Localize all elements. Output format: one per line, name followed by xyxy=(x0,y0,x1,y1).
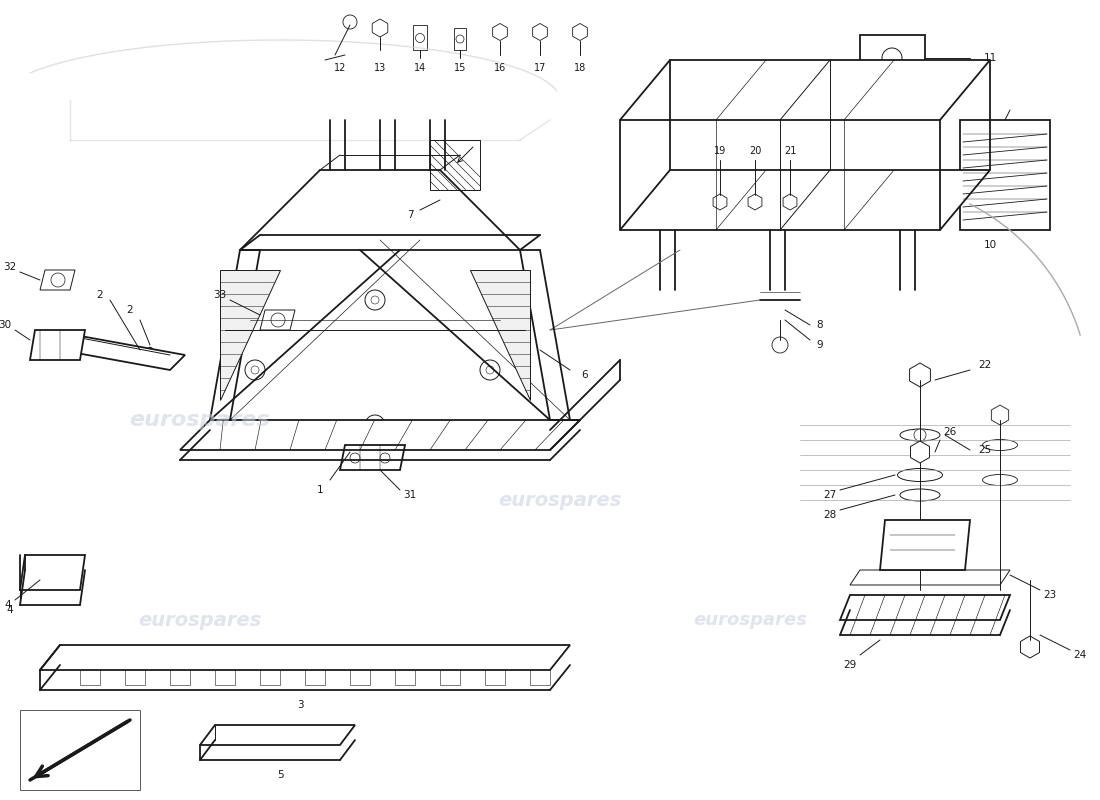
Bar xyxy=(20,710,140,790)
Text: 2: 2 xyxy=(126,305,133,315)
Bar xyxy=(440,650,460,685)
Text: 29: 29 xyxy=(844,660,857,670)
Text: 26: 26 xyxy=(944,427,957,437)
Text: eurospares: eurospares xyxy=(693,611,807,629)
Polygon shape xyxy=(880,520,970,570)
Circle shape xyxy=(914,429,926,441)
Ellipse shape xyxy=(982,474,1018,486)
Text: 18: 18 xyxy=(574,63,586,73)
Polygon shape xyxy=(30,330,85,360)
Text: 25: 25 xyxy=(978,445,991,455)
Text: 28: 28 xyxy=(824,510,837,520)
Text: 3: 3 xyxy=(297,700,304,710)
Text: eurospares: eurospares xyxy=(498,490,622,510)
Text: 4: 4 xyxy=(7,605,13,615)
Text: 19: 19 xyxy=(714,146,726,156)
Text: 14: 14 xyxy=(414,63,426,73)
Polygon shape xyxy=(620,60,990,120)
Text: eurospares: eurospares xyxy=(130,410,271,430)
Ellipse shape xyxy=(900,489,940,501)
Bar xyxy=(530,650,550,685)
Bar xyxy=(350,650,370,685)
Bar xyxy=(125,650,145,685)
Bar xyxy=(960,120,1050,230)
Ellipse shape xyxy=(982,439,1018,450)
Text: 4: 4 xyxy=(4,600,11,610)
Text: 15: 15 xyxy=(454,63,466,73)
Text: 13: 13 xyxy=(374,63,386,73)
Text: 2: 2 xyxy=(97,290,103,300)
Polygon shape xyxy=(40,645,570,670)
Polygon shape xyxy=(470,270,530,400)
Circle shape xyxy=(122,347,128,353)
Text: 27: 27 xyxy=(824,490,837,500)
Text: 6: 6 xyxy=(582,370,588,380)
Circle shape xyxy=(72,347,78,353)
Text: 22: 22 xyxy=(978,360,991,370)
Text: 33: 33 xyxy=(213,290,227,300)
Circle shape xyxy=(97,347,103,353)
Bar xyxy=(395,650,415,685)
Polygon shape xyxy=(911,441,930,463)
Bar xyxy=(860,35,925,80)
Polygon shape xyxy=(220,270,280,400)
Text: 31: 31 xyxy=(404,490,417,500)
Text: 11: 11 xyxy=(983,53,997,63)
Text: 30: 30 xyxy=(0,320,12,330)
Bar xyxy=(214,650,235,685)
Text: eurospares: eurospares xyxy=(139,610,262,630)
Bar xyxy=(305,650,324,685)
Bar xyxy=(485,650,505,685)
Text: 32: 32 xyxy=(3,262,16,272)
Polygon shape xyxy=(180,420,580,450)
Text: 23: 23 xyxy=(1044,590,1057,600)
Ellipse shape xyxy=(900,429,940,441)
Polygon shape xyxy=(20,555,85,590)
Text: 5: 5 xyxy=(277,770,284,780)
Bar xyxy=(260,650,280,685)
Text: 8: 8 xyxy=(816,320,823,330)
Text: 24: 24 xyxy=(1074,650,1087,660)
Text: 7: 7 xyxy=(407,210,414,220)
Bar xyxy=(80,650,100,685)
Circle shape xyxy=(147,347,153,353)
Ellipse shape xyxy=(898,469,943,482)
Polygon shape xyxy=(620,170,990,230)
Polygon shape xyxy=(60,335,185,370)
Text: 20: 20 xyxy=(749,146,761,156)
Polygon shape xyxy=(200,725,355,745)
Bar xyxy=(454,28,466,50)
Text: 9: 9 xyxy=(816,340,823,350)
Text: 10: 10 xyxy=(983,240,997,250)
Text: 16: 16 xyxy=(494,63,506,73)
Bar xyxy=(412,25,427,50)
Text: 12: 12 xyxy=(333,63,346,73)
Polygon shape xyxy=(840,595,1010,620)
Text: 21: 21 xyxy=(784,146,796,156)
Text: 1: 1 xyxy=(317,485,323,495)
Text: 17: 17 xyxy=(534,63,547,73)
Bar xyxy=(170,650,190,685)
